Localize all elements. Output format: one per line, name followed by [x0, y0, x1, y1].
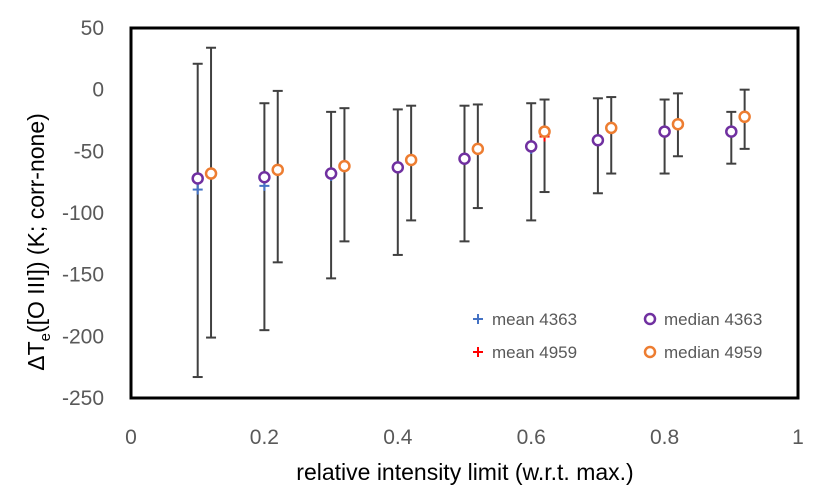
marker-mean-4363 [192, 184, 203, 195]
y-tick-label: 0 [92, 79, 104, 102]
y-axis-title-rest: ([O III]) (K; corr-none) [23, 113, 49, 333]
marker-median-4363 [324, 167, 338, 180]
marker-median-4959 [271, 163, 284, 177]
legend-item: median 4959 [643, 343, 762, 362]
marker-median-4959 [538, 125, 551, 138]
axes-layer: 50 0 -50 -100 -150 -200 -250 0 0.2 0.4 0.6 0.8 1 [62, 17, 804, 449]
x-tick-label: 0.2 [250, 426, 279, 449]
legend-label: mean 4363 [492, 310, 577, 329]
legend-item: mean 4959 [473, 343, 577, 362]
marker-median-4363 [258, 170, 271, 184]
y-axis-title-subscript: e [37, 333, 54, 341]
y-axis-title-main: ΔT [23, 341, 49, 370]
y-tick-label: 50 [81, 17, 104, 40]
marker-layer [191, 110, 751, 195]
marker-median-4363 [458, 152, 471, 165]
marker-median-4959 [671, 117, 685, 131]
x-tick-label: 0 [125, 426, 137, 449]
marker-median-4959 [604, 121, 618, 135]
y-tick-label: -50 [74, 140, 104, 163]
legend: mean 4363 median 4363 mean 4959 median 4959 [473, 310, 762, 362]
x-tick-label: 0.6 [517, 426, 546, 449]
marker-median-4363 [725, 125, 738, 138]
marker-median-4959 [404, 153, 418, 167]
y-axis-title: ΔTe([O III]) (K; corr-none) [23, 113, 54, 371]
x-axis-title: relative intensity limit (w.r.t. max.) [296, 459, 633, 485]
legend-label: median 4363 [664, 310, 762, 329]
x-tick-label: 0.4 [383, 426, 413, 449]
x-tick-label: 0.8 [650, 426, 679, 449]
y-tick-label: -200 [62, 325, 104, 348]
legend-marker [473, 347, 483, 357]
plot-frame [129, 26, 800, 400]
legend-marker [643, 312, 657, 326]
marker-median-4363 [191, 172, 204, 185]
marker-median-4959 [738, 110, 751, 124]
x-tick-label: 1 [792, 426, 804, 449]
marker-median-4959 [204, 167, 218, 180]
legend-label: mean 4959 [492, 343, 577, 362]
marker-median-4363 [391, 161, 405, 174]
marker-median-4363 [524, 140, 538, 153]
marker-median-4363 [591, 133, 605, 147]
y-tick-label: -150 [62, 264, 104, 287]
y-tick-label: -100 [62, 202, 104, 225]
legend-marker [473, 314, 483, 324]
legend-label: median 4959 [664, 343, 762, 362]
marker-median-4959 [471, 142, 485, 156]
legend-marker [643, 345, 657, 359]
y-tick-label: -250 [62, 387, 104, 410]
legend-item: mean 4363 [473, 310, 577, 329]
legend-item: median 4363 [643, 310, 762, 329]
marker-median-4363 [658, 125, 671, 138]
marker-median-4959 [338, 159, 351, 173]
